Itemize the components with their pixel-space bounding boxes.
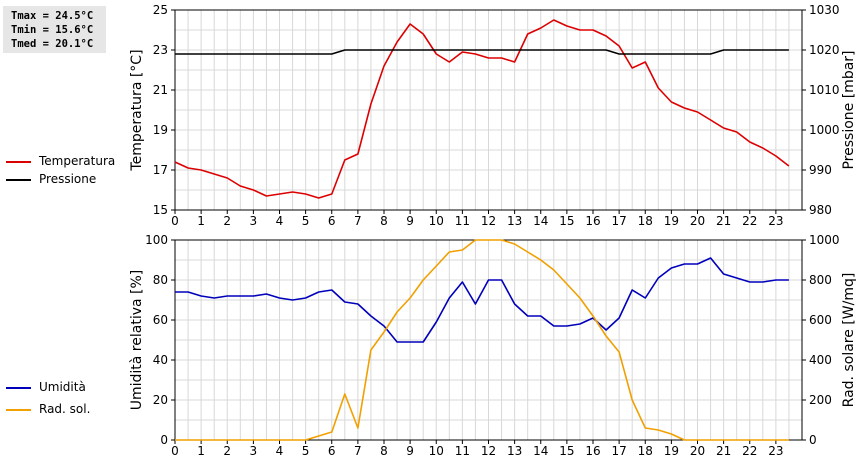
series-line-umidit- bbox=[175, 257, 789, 343]
chart-panel-2: 0 1 2 3 4 5 6 7 8 9 10 11 12 13 14 15 16 17 18 19 20 21 22 2302… bbox=[129, 233, 857, 458]
chart-panel-1: 0 1 2 3 4 5 6 7 8 9 10 11 12 13 14 15 16 17 18 19 20 21 22 2315… bbox=[129, 3, 857, 228]
x-tick-label: 18 bbox=[638, 444, 653, 458]
y-tick-label: 0 bbox=[160, 433, 168, 447]
x-tick-label: 23 bbox=[768, 444, 783, 458]
x-tick-label: 17 bbox=[611, 444, 626, 458]
x-tick-label: 13 bbox=[507, 444, 522, 458]
legend-item-pressione: Pressione bbox=[6, 172, 96, 186]
y2-tick-label: 200 bbox=[809, 393, 832, 407]
y-tick-label: 40 bbox=[153, 353, 168, 367]
legend-item-umidita: Umidità bbox=[6, 380, 86, 394]
x-tick-label: 20 bbox=[690, 214, 705, 228]
x-tick-label: 2 bbox=[223, 214, 231, 228]
legend-label-umidita: Umidità bbox=[39, 380, 86, 394]
y-axis-title: Temperatura [°C] bbox=[129, 49, 145, 171]
x-tick-label: 21 bbox=[716, 214, 731, 228]
y2-tick-label: 1000 bbox=[809, 123, 840, 137]
x-tick-label: 5 bbox=[302, 214, 310, 228]
y-axis-title: Umidità relativa [%] bbox=[129, 270, 145, 411]
y2-tick-label: 400 bbox=[809, 353, 832, 367]
x-tick-label: 4 bbox=[276, 444, 284, 458]
stats-box: Tmax = 24.5°C Tmin = 15.6°C Tmed = 20.1°C bbox=[3, 6, 106, 53]
series-line-rad-sol- bbox=[175, 239, 789, 441]
x-tick-label: 1 bbox=[197, 214, 205, 228]
x-tick-label: 7 bbox=[354, 214, 362, 228]
legend-item-temperatura: Temperatura bbox=[6, 154, 115, 168]
x-tick-label: 16 bbox=[585, 214, 600, 228]
x-tick-label: 12 bbox=[481, 444, 496, 458]
x-tick-label: 15 bbox=[559, 214, 574, 228]
legend-swatch-orange bbox=[6, 408, 31, 411]
y-tick-label: 17 bbox=[153, 163, 168, 177]
x-tick-label: 7 bbox=[354, 444, 362, 458]
legend-label-rad-sol: Rad. sol. bbox=[39, 402, 91, 416]
x-tick-label: 15 bbox=[559, 444, 574, 458]
x-tick-label: 2 bbox=[223, 444, 231, 458]
legend-item-rad-sol: Rad. sol. bbox=[6, 402, 90, 416]
y2-tick-label: 990 bbox=[809, 163, 832, 177]
y2-tick-label: 1020 bbox=[809, 43, 840, 57]
x-tick-label: 12 bbox=[481, 214, 496, 228]
y2-tick-label: 1010 bbox=[809, 83, 840, 97]
x-tick-label: 16 bbox=[585, 444, 600, 458]
legend-label-pressione: Pressione bbox=[39, 172, 97, 186]
x-tick-label: 8 bbox=[380, 444, 388, 458]
y-tick-label: 25 bbox=[153, 3, 168, 17]
x-tick-label: 17 bbox=[611, 214, 626, 228]
x-tick-label: 0 bbox=[171, 214, 179, 228]
x-tick-label: 3 bbox=[250, 444, 258, 458]
y-tick-label: 23 bbox=[153, 43, 168, 57]
series-line-temperatura bbox=[174, 19, 790, 199]
legend-label-temperatura: Temperatura bbox=[39, 154, 116, 168]
y2-tick-label: 1000 bbox=[809, 233, 840, 247]
tmax-label: Tmax = 24.5°C bbox=[11, 10, 94, 22]
y-tick-label: 20 bbox=[153, 393, 168, 407]
x-tick-label: 3 bbox=[250, 214, 258, 228]
x-tick-label: 11 bbox=[455, 214, 470, 228]
legend-swatch-red bbox=[6, 160, 31, 163]
y-tick-label: 80 bbox=[153, 273, 168, 287]
tmed-label: Tmed = 20.1°C bbox=[11, 38, 94, 50]
x-tick-label: 9 bbox=[406, 214, 414, 228]
y2-axis-title: Pressione [mbar] bbox=[841, 50, 857, 169]
x-tick-label: 22 bbox=[742, 214, 757, 228]
series-line-pressione bbox=[175, 49, 789, 55]
x-tick-label: 9 bbox=[406, 444, 414, 458]
y2-tick-label: 800 bbox=[809, 273, 832, 287]
y2-axis-title: Rad. solare [W/mq] bbox=[841, 273, 857, 408]
x-tick-label: 14 bbox=[533, 444, 548, 458]
x-tick-label: 21 bbox=[716, 444, 731, 458]
x-tick-label: 1 bbox=[197, 444, 205, 458]
x-tick-label: 23 bbox=[768, 214, 783, 228]
x-tick-label: 13 bbox=[507, 214, 522, 228]
x-tick-label: 5 bbox=[302, 444, 310, 458]
y-tick-label: 100 bbox=[145, 233, 168, 247]
x-tick-label: 19 bbox=[664, 444, 679, 458]
x-tick-label: 0 bbox=[171, 444, 179, 458]
y-tick-label: 21 bbox=[153, 83, 168, 97]
legend-swatch-black bbox=[6, 178, 31, 181]
x-tick-label: 4 bbox=[276, 214, 284, 228]
y2-tick-label: 980 bbox=[809, 203, 832, 217]
x-tick-label: 19 bbox=[664, 214, 679, 228]
x-tick-label: 22 bbox=[742, 444, 757, 458]
x-tick-label: 10 bbox=[429, 214, 444, 228]
y2-tick-label: 0 bbox=[809, 433, 817, 447]
y-tick-label: 19 bbox=[153, 123, 168, 137]
y-tick-label: 15 bbox=[153, 203, 168, 217]
legend-swatch-blue bbox=[6, 386, 31, 389]
x-tick-label: 14 bbox=[533, 214, 548, 228]
y2-tick-label: 600 bbox=[809, 313, 832, 327]
x-tick-label: 10 bbox=[429, 444, 444, 458]
x-tick-label: 6 bbox=[328, 214, 336, 228]
x-tick-label: 18 bbox=[638, 214, 653, 228]
x-tick-label: 11 bbox=[455, 444, 470, 458]
tmin-label: Tmin = 15.6°C bbox=[11, 24, 94, 36]
x-tick-label: 6 bbox=[328, 444, 336, 458]
x-tick-label: 20 bbox=[690, 444, 705, 458]
y2-tick-label: 1030 bbox=[809, 3, 840, 17]
x-tick-label: 8 bbox=[380, 214, 388, 228]
y-tick-label: 60 bbox=[153, 313, 168, 327]
